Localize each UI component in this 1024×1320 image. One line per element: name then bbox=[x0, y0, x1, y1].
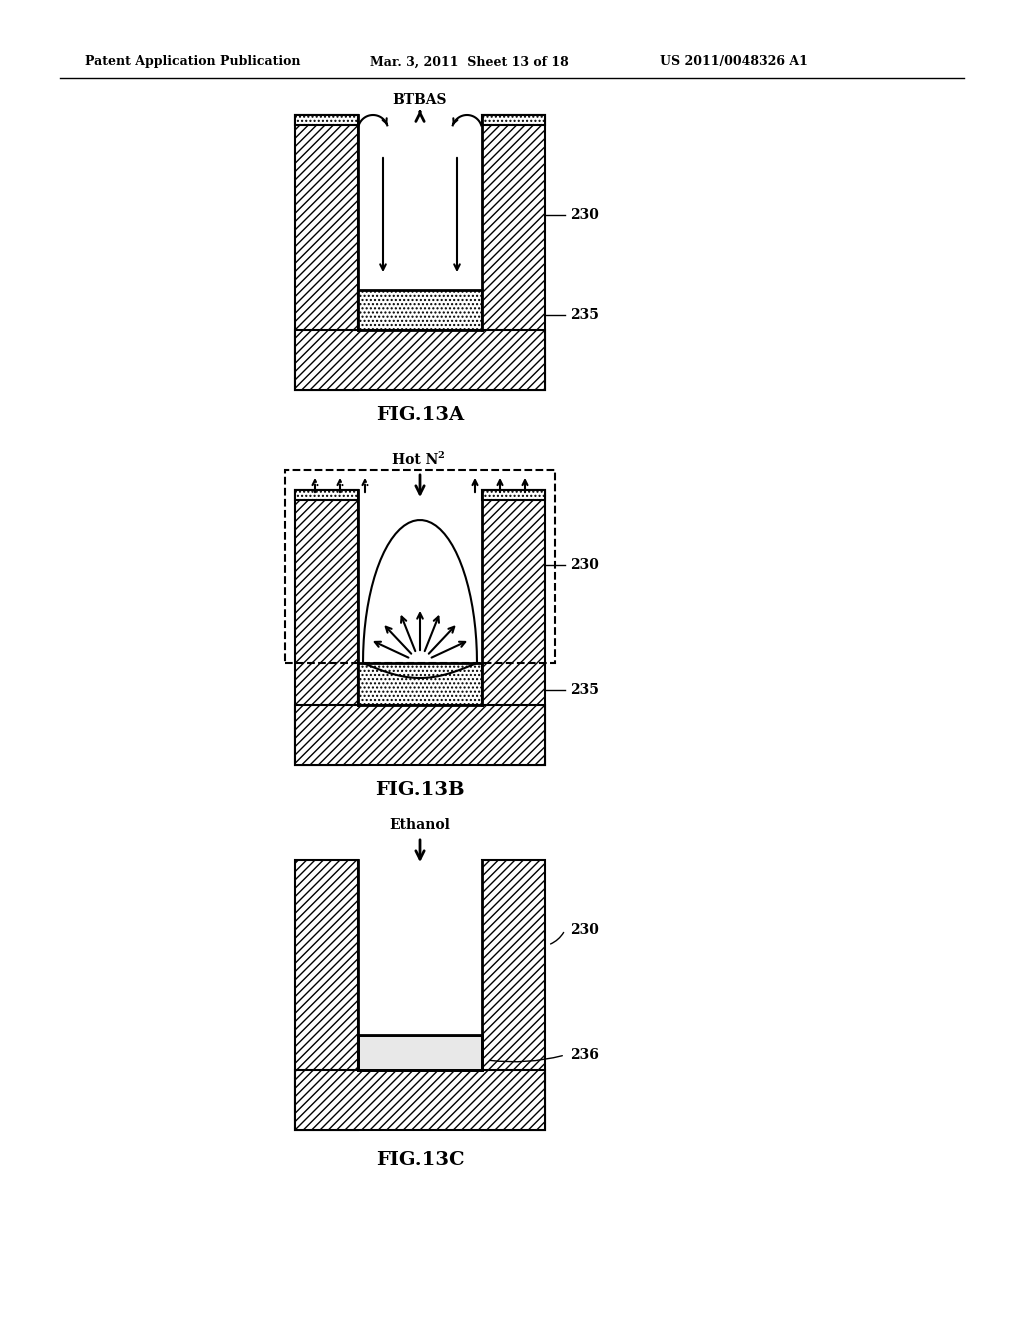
Bar bbox=[285, 470, 555, 663]
Bar bbox=[295, 330, 545, 389]
Text: FIG.13B: FIG.13B bbox=[375, 781, 465, 799]
Bar bbox=[295, 490, 358, 500]
Bar bbox=[295, 705, 545, 766]
Bar bbox=[358, 290, 482, 330]
Text: 2: 2 bbox=[437, 451, 443, 459]
Text: Patent Application Publication: Patent Application Publication bbox=[85, 55, 300, 69]
Bar bbox=[482, 115, 545, 125]
Bar bbox=[358, 490, 482, 663]
Text: 230: 230 bbox=[570, 558, 599, 572]
Bar bbox=[295, 490, 358, 766]
Text: US 2011/0048326 A1: US 2011/0048326 A1 bbox=[660, 55, 808, 69]
Bar bbox=[482, 115, 545, 389]
Bar bbox=[358, 861, 482, 1035]
Bar bbox=[358, 1035, 482, 1071]
Text: 235: 235 bbox=[570, 308, 599, 322]
Bar bbox=[482, 490, 545, 500]
Text: Mar. 3, 2011  Sheet 13 of 18: Mar. 3, 2011 Sheet 13 of 18 bbox=[370, 55, 568, 69]
Bar bbox=[482, 490, 545, 766]
Bar bbox=[295, 1071, 545, 1130]
Text: BTBAS: BTBAS bbox=[393, 92, 447, 107]
Text: 230: 230 bbox=[570, 209, 599, 222]
Bar bbox=[295, 115, 358, 389]
Text: Hot N: Hot N bbox=[392, 453, 438, 467]
Bar bbox=[358, 115, 482, 290]
Bar bbox=[295, 115, 358, 125]
Text: 230: 230 bbox=[570, 923, 599, 937]
Text: FIG.13A: FIG.13A bbox=[376, 407, 464, 424]
Bar bbox=[358, 663, 482, 705]
Text: Ethanol: Ethanol bbox=[389, 818, 451, 832]
Text: 236: 236 bbox=[570, 1048, 599, 1063]
Bar bbox=[482, 861, 545, 1130]
Text: 235: 235 bbox=[570, 682, 599, 697]
Text: FIG.13C: FIG.13C bbox=[376, 1151, 464, 1170]
Bar bbox=[295, 861, 358, 1130]
